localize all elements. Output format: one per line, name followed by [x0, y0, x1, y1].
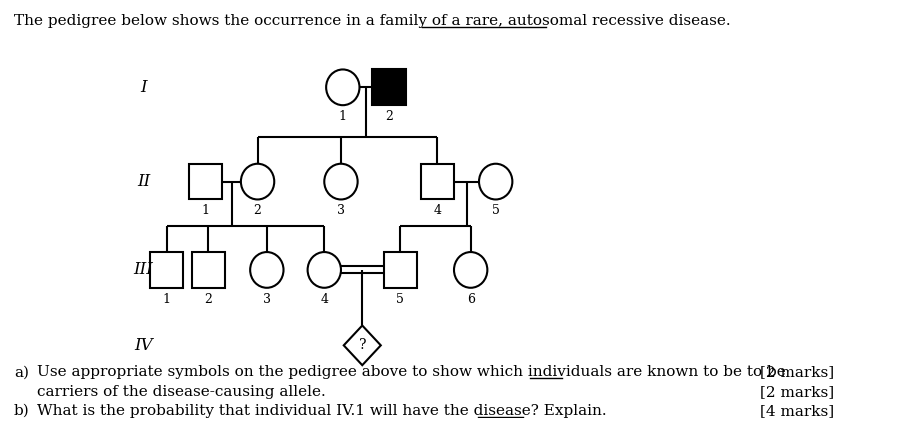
Circle shape: [324, 164, 357, 200]
Text: 2: 2: [385, 110, 393, 123]
Text: 1: 1: [163, 293, 171, 306]
Text: b): b): [14, 404, 29, 418]
Text: 6: 6: [467, 293, 475, 306]
Text: ?: ?: [358, 338, 366, 352]
Bar: [383, 252, 417, 288]
Bar: [421, 164, 454, 200]
Text: 3: 3: [337, 205, 345, 217]
Text: IV: IV: [134, 337, 153, 354]
Circle shape: [241, 164, 274, 200]
Text: 4: 4: [434, 205, 441, 217]
Bar: [189, 164, 222, 200]
Text: II: II: [137, 173, 150, 190]
Text: 5: 5: [396, 293, 404, 306]
Text: [2 marks]: [2 marks]: [760, 365, 834, 379]
Bar: [150, 252, 184, 288]
Text: [2 marks]: [2 marks]: [760, 385, 834, 399]
Bar: [192, 252, 225, 288]
Circle shape: [308, 252, 341, 288]
Text: 5: 5: [492, 205, 500, 217]
Text: 1: 1: [339, 110, 346, 123]
Text: III: III: [133, 261, 153, 278]
Circle shape: [250, 252, 284, 288]
Text: I: I: [141, 79, 147, 96]
Text: What is the probability that individual IV.1 will have the disease? Explain.: What is the probability that individual …: [37, 404, 607, 418]
Text: carriers of the disease-causing allele.: carriers of the disease-causing allele.: [37, 385, 326, 399]
Bar: [372, 69, 406, 105]
Text: 4: 4: [321, 293, 328, 306]
Text: [4 marks]: [4 marks]: [760, 404, 834, 418]
Circle shape: [479, 164, 513, 200]
Text: Use appropriate symbols on the pedigree above to show which individuals are know: Use appropriate symbols on the pedigree …: [37, 365, 786, 379]
Circle shape: [326, 69, 359, 105]
Text: 1: 1: [201, 205, 210, 217]
Text: 2: 2: [254, 205, 262, 217]
Text: 3: 3: [263, 293, 271, 306]
Circle shape: [454, 252, 487, 288]
Polygon shape: [344, 325, 380, 365]
Text: The pedigree below shows the occurrence in a family of a rare, autosomal recessi: The pedigree below shows the occurrence …: [14, 14, 731, 28]
Text: a): a): [14, 365, 28, 379]
Text: 2: 2: [205, 293, 212, 306]
